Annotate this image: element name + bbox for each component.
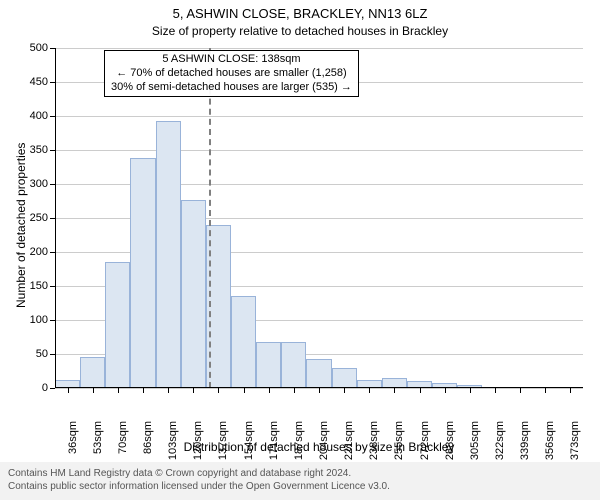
page-subtitle: Size of property relative to detached ho…	[0, 22, 600, 38]
y-tick-mark	[50, 48, 55, 49]
histogram-bar	[181, 200, 206, 388]
x-tick-mark	[369, 388, 370, 393]
histogram-bar	[130, 158, 155, 388]
y-tick-mark	[50, 116, 55, 117]
x-tick-label: 204sqm	[318, 421, 330, 471]
x-tick-mark	[68, 388, 69, 393]
annotation-line-3: 30% of semi-detached houses are larger (…	[111, 81, 352, 95]
histogram-bar	[80, 357, 105, 388]
x-tick-mark	[294, 388, 295, 393]
x-tick-mark	[520, 388, 521, 393]
histogram-bar	[256, 342, 281, 388]
grid-line	[55, 150, 583, 151]
y-tick-label: 50	[18, 348, 48, 360]
y-tick-mark	[50, 218, 55, 219]
y-tick-mark	[50, 320, 55, 321]
x-tick-mark	[193, 388, 194, 393]
footer-line-2: Contains public sector information licen…	[8, 480, 592, 493]
x-tick-label: 305sqm	[469, 421, 481, 471]
x-tick-label: 322sqm	[494, 421, 506, 471]
x-tick-label: 238sqm	[368, 421, 380, 471]
x-tick-mark	[394, 388, 395, 393]
histogram-bar	[105, 262, 130, 388]
grid-line	[55, 116, 583, 117]
x-tick-label: 255sqm	[393, 421, 405, 471]
x-tick-mark	[470, 388, 471, 393]
histogram-bar	[281, 342, 306, 388]
x-tick-mark	[495, 388, 496, 393]
x-tick-label: 36sqm	[67, 421, 79, 471]
x-tick-label: 86sqm	[142, 421, 154, 471]
y-tick-label: 400	[18, 110, 48, 122]
x-tick-label: 339sqm	[519, 421, 531, 471]
x-tick-mark	[218, 388, 219, 393]
x-tick-mark	[570, 388, 571, 393]
x-tick-mark	[344, 388, 345, 393]
x-tick-mark	[420, 388, 421, 393]
annotation-box: 5 ASHWIN CLOSE: 138sqm ← 70% of detached…	[104, 50, 359, 97]
y-tick-mark	[50, 184, 55, 185]
y-tick-label: 500	[18, 42, 48, 54]
x-tick-mark	[143, 388, 144, 393]
reference-line	[209, 48, 211, 388]
annotation-line-1: 5 ASHWIN CLOSE: 138sqm	[111, 53, 352, 67]
x-tick-label: 103sqm	[167, 421, 179, 471]
histogram-bar	[231, 296, 256, 388]
chart-root: 5, ASHWIN CLOSE, BRACKLEY, NN13 6LZ Size…	[0, 0, 600, 500]
x-tick-label: 171sqm	[268, 421, 280, 471]
x-tick-mark	[118, 388, 119, 393]
y-axis-line	[55, 48, 56, 388]
x-tick-mark	[445, 388, 446, 393]
x-tick-mark	[545, 388, 546, 393]
y-tick-label: 100	[18, 314, 48, 326]
grid-line	[55, 48, 583, 49]
y-tick-label: 300	[18, 178, 48, 190]
x-tick-label: 272sqm	[419, 421, 431, 471]
x-tick-mark	[244, 388, 245, 393]
y-tick-label: 150	[18, 280, 48, 292]
y-tick-mark	[50, 286, 55, 287]
x-tick-label: 356sqm	[544, 421, 556, 471]
y-tick-label: 450	[18, 76, 48, 88]
plot-area	[55, 48, 583, 388]
x-tick-label: 221sqm	[343, 421, 355, 471]
x-tick-label: 154sqm	[243, 421, 255, 471]
histogram-bar	[156, 121, 181, 388]
x-tick-label: 53sqm	[92, 421, 104, 471]
y-tick-label: 350	[18, 144, 48, 156]
histogram-bar	[332, 368, 357, 388]
histogram-bar	[306, 359, 331, 388]
x-tick-mark	[269, 388, 270, 393]
y-tick-mark	[50, 354, 55, 355]
x-tick-mark	[93, 388, 94, 393]
x-tick-mark	[319, 388, 320, 393]
y-tick-mark	[50, 388, 55, 389]
x-tick-label: 373sqm	[569, 421, 581, 471]
x-tick-mark	[168, 388, 169, 393]
y-tick-mark	[50, 82, 55, 83]
y-tick-label: 250	[18, 212, 48, 224]
x-tick-label: 120sqm	[192, 421, 204, 471]
y-tick-label: 200	[18, 246, 48, 258]
x-tick-label: 137sqm	[217, 421, 229, 471]
y-tick-mark	[50, 150, 55, 151]
annotation-line-2: ← 70% of detached houses are smaller (1,…	[111, 67, 352, 81]
x-tick-label: 288sqm	[444, 421, 456, 471]
y-tick-label: 0	[18, 382, 48, 394]
page-title: 5, ASHWIN CLOSE, BRACKLEY, NN13 6LZ	[0, 0, 600, 22]
y-tick-mark	[50, 252, 55, 253]
x-tick-label: 70sqm	[117, 421, 129, 471]
x-tick-label: 187sqm	[293, 421, 305, 471]
